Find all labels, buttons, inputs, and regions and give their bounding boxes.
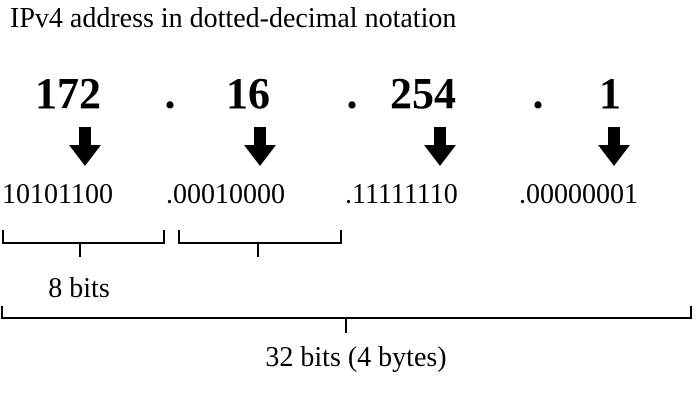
down-arrow-icon — [598, 127, 630, 166]
octet-binary-4: .00000001 — [519, 179, 638, 210]
octet-decimal-2: 16 — [226, 69, 270, 118]
octet-decimal-4: 1 — [599, 69, 621, 118]
dot-separator: . — [532, 69, 544, 118]
down-arrow-icon — [424, 127, 456, 166]
octet-decimal-3: 254 — [390, 69, 456, 118]
diagram-title: IPv4 address in dotted-decimal notation — [10, 3, 457, 34]
conversion-arrows — [69, 127, 630, 166]
dot-separator: . — [346, 69, 358, 118]
byte-bracket-2 — [178, 230, 342, 257]
octet-decimal-1: 172 — [35, 69, 101, 118]
octet-binary-1: 10101100 — [2, 179, 113, 210]
dot-separator: . — [164, 69, 176, 118]
octet-binary-2: .00010000 — [166, 179, 285, 210]
total-size-label: 32 bits (4 bytes) — [265, 342, 447, 373]
byte-bracket-1 — [2, 230, 165, 257]
byte-size-label: 8 bits — [48, 273, 110, 304]
octet-binary-3: .11111110 — [345, 179, 458, 210]
down-arrow-icon — [244, 127, 276, 166]
down-arrow-icon — [69, 127, 101, 166]
total-bracket — [1, 306, 692, 333]
